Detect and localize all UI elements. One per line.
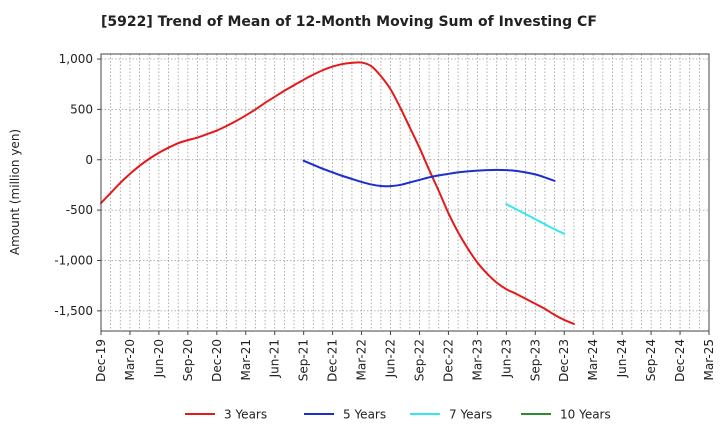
x-tick-label: Mar-21 xyxy=(239,339,253,380)
plot-frame xyxy=(100,53,710,332)
legend-label-3-years: 3 Years xyxy=(224,408,267,422)
y-tick-label: 1,000 xyxy=(59,52,93,66)
x-tick-label: Dec-22 xyxy=(441,339,455,382)
x-tick-label: Sep-23 xyxy=(528,339,542,381)
x-tick-label: Mar-20 xyxy=(123,339,137,380)
legend-label-7-years: 7 Years xyxy=(449,408,492,422)
x-tick-label: Mar-22 xyxy=(355,339,369,380)
y-tick-label: 500 xyxy=(70,102,93,116)
y-tick-label: -1,500 xyxy=(54,304,93,318)
x-tick-label: Dec-24 xyxy=(673,339,687,382)
grid xyxy=(101,54,709,331)
x-tick-label: Jun-21 xyxy=(268,339,282,378)
x-tick-label: Jun-20 xyxy=(152,339,166,378)
y-axis-label: Amount (million yen) xyxy=(8,129,22,255)
series-line-7-years xyxy=(505,203,566,235)
y-tick-label: 0 xyxy=(85,153,93,167)
legend: 3 Years 5 Years 7 Years 10 Years xyxy=(185,408,611,422)
x-tick-label: Sep-20 xyxy=(181,339,195,381)
series-line-5-years xyxy=(302,159,556,188)
x-tick-label: Jun-22 xyxy=(384,339,398,378)
x-tick-label: Mar-24 xyxy=(586,339,600,380)
y-tick-label: -500 xyxy=(66,203,93,217)
chart-title: [5922] Trend of Mean of 12-Month Moving … xyxy=(101,14,597,30)
x-tick-label: Jun-23 xyxy=(499,339,513,378)
x-tick-label: Dec-20 xyxy=(210,339,224,382)
x-tick-label: Sep-24 xyxy=(644,339,658,381)
y-tick-label: -1,000 xyxy=(54,253,93,267)
x-tick-label: Jun-24 xyxy=(615,339,629,378)
legend-label-10-years: 10 Years xyxy=(560,408,611,422)
series-line-3-years xyxy=(100,61,575,325)
x-tick-label: Dec-21 xyxy=(326,339,340,382)
series-layer xyxy=(100,61,575,325)
x-tick-label: Dec-19 xyxy=(94,339,108,382)
x-tick-label: Sep-21 xyxy=(297,339,311,381)
x-tick-label: Mar-23 xyxy=(470,339,484,380)
y-axis: 1,000 500 0 -500 -1,000 -1,500 xyxy=(54,52,101,318)
x-tick-label: Sep-22 xyxy=(412,339,426,381)
x-axis: Dec-19 Mar-20 Jun-20 Sep-20 Dec-20 Mar-21 Jun-… xyxy=(94,331,716,382)
x-tick-label: Dec-23 xyxy=(557,339,571,382)
x-tick-label: Mar-25 xyxy=(702,339,716,380)
legend-label-5-years: 5 Years xyxy=(343,408,386,422)
